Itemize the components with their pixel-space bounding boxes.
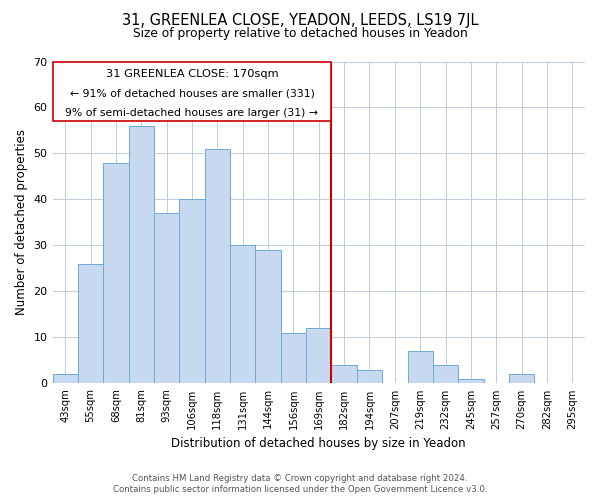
- Bar: [433, 365, 458, 384]
- Text: Size of property relative to detached houses in Yeadon: Size of property relative to detached ho…: [133, 28, 467, 40]
- Bar: [179, 200, 205, 384]
- Bar: [256, 250, 281, 384]
- Bar: [205, 149, 230, 384]
- Bar: [154, 214, 179, 384]
- Text: 9% of semi-detached houses are larger (31) →: 9% of semi-detached houses are larger (3…: [65, 108, 319, 118]
- Text: Contains HM Land Registry data © Crown copyright and database right 2024.
Contai: Contains HM Land Registry data © Crown c…: [113, 474, 487, 494]
- Text: ← 91% of detached houses are smaller (331): ← 91% of detached houses are smaller (33…: [70, 88, 314, 99]
- Bar: [78, 264, 103, 384]
- Bar: [128, 126, 154, 384]
- Bar: [357, 370, 382, 384]
- Y-axis label: Number of detached properties: Number of detached properties: [15, 130, 28, 316]
- Bar: [281, 333, 306, 384]
- Bar: [331, 365, 357, 384]
- Bar: [230, 246, 256, 384]
- X-axis label: Distribution of detached houses by size in Yeadon: Distribution of detached houses by size …: [172, 437, 466, 450]
- Bar: [458, 379, 484, 384]
- Bar: [103, 162, 128, 384]
- FancyBboxPatch shape: [53, 62, 331, 122]
- Bar: [306, 328, 331, 384]
- Bar: [53, 374, 78, 384]
- Text: 31 GREENLEA CLOSE: 170sqm: 31 GREENLEA CLOSE: 170sqm: [106, 70, 278, 80]
- Text: 31, GREENLEA CLOSE, YEADON, LEEDS, LS19 7JL: 31, GREENLEA CLOSE, YEADON, LEEDS, LS19 …: [122, 12, 478, 28]
- Bar: [407, 351, 433, 384]
- Bar: [509, 374, 534, 384]
